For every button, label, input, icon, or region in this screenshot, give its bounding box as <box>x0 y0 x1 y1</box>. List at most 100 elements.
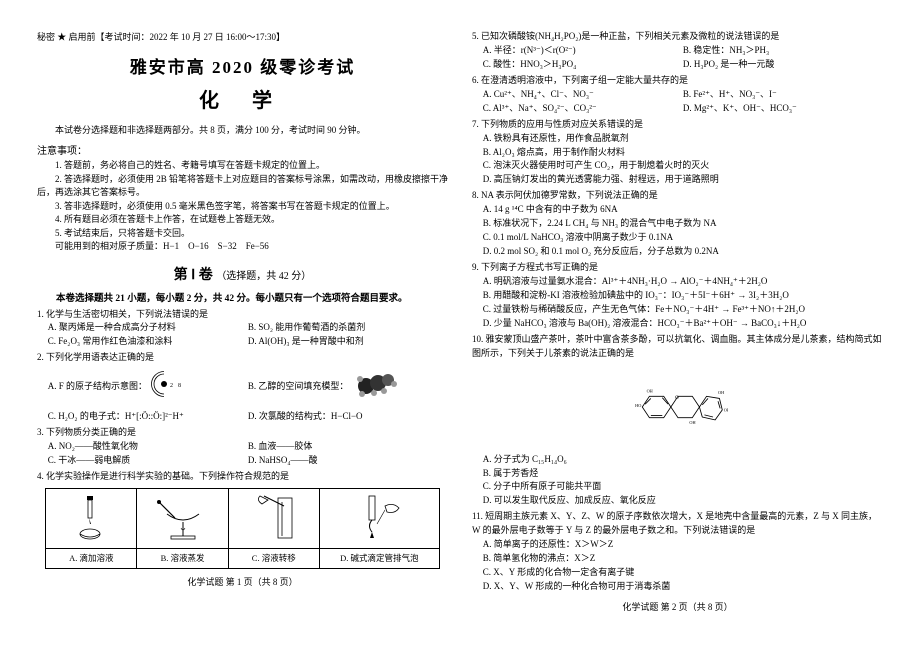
q9-opt-a: A. 明矾溶液与过量氨水混合：Al³⁺＋4NH₃·H₂O → AlO₂⁻＋4NH… <box>483 275 883 289</box>
question-10: 10. 雅安蒙顶山盛产茶叶，茶叶中富含茶多酚，可以抗氧化、调血脂。其主体成分是儿… <box>472 333 883 509</box>
q4-lab-a: A. 滴加溶液 <box>46 548 137 568</box>
question-7: 7. 下列物质的应用与性质对应关系错误的是 A. 铁粉具有还原性，用作食品脱氧剂… <box>472 118 883 188</box>
q10-opt-a: A. 分子式为 C₁₅H₁₄O₆ <box>483 453 883 467</box>
question-11: 11. 短周期主族元素 X、Y、Z、W 的原子序数依次增大，X 是地壳中含量最高… <box>472 510 883 594</box>
q2-stem: 2. 下列化学用语表达正确的是 <box>37 351 448 365</box>
q5-opt-c: C. 酸性：HNO₃＞H₃PO₄ <box>483 58 683 72</box>
dropper-icon <box>61 492 121 542</box>
question-9: 9. 下列离子方程式书写正确的是 A. 明矾溶液与过量氨水混合：Al³⁺＋4NH… <box>472 261 883 331</box>
q9-opt-c: C. 过量铁粉与稀硝酸反应，产生无色气体：Fe＋NO₃⁻＋4H⁺ → Fe³⁺＋… <box>483 303 883 317</box>
q11-stem: 11. 短周期主族元素 X、Y、Z、W 的原子序数依次增大，X 是地壳中含量最高… <box>472 510 883 538</box>
exam-title: 雅安市高 2020 级零诊考试 <box>37 53 448 78</box>
q3-opt-c: C. 干冰——弱电解质 <box>48 454 248 468</box>
question-5: 5. 已知次磷酸铵(NH₄H₂PO₂)是一种正盐，下列相关元素及微粒的说法错误的… <box>472 30 883 72</box>
q11-opt-d: D. X、Y、W 形成的一种化合物可用于消毒杀菌 <box>483 580 883 594</box>
q3-opt-a: A. NO₂——酸性氧化物 <box>48 440 248 454</box>
q8-stem: 8. NA 表示阿伏加德罗常数，下列说法正确的是 <box>472 189 883 203</box>
question-1: 1. 化学与生活密切相关，下列说法错误的是 A. 聚丙烯是一种合成高分子材料 B… <box>37 308 448 350</box>
question-3: 3. 下列物质分类正确的是 A. NO₂——酸性氧化物 B. 血液——胶体 C.… <box>37 426 448 468</box>
q8-opt-b: B. 标准状况下，2.24 L CH₄ 与 NH₃ 的混合气中电子数为 NA <box>483 217 883 231</box>
q6-opt-a: A. Cu²⁺、NH₄⁺、Cl⁻、NO₃⁻ <box>483 88 683 102</box>
q10-stem: 10. 雅安蒙顶山盛产茶叶，茶叶中富含茶多酚，可以抗氧化、调血脂。其主体成分是儿… <box>472 333 883 361</box>
q5-opt-a: A. 半径：r(N³⁻)＜r(O²⁻) <box>483 44 683 58</box>
q4-lab-d: D. 碱式滴定管排气泡 <box>319 548 439 568</box>
q2-opt-c: C. H₂O₂ 的电子式：H⁺[:Ö::Ö:]²⁻H⁺ <box>48 410 248 424</box>
q5-opt-d: D. H₃PO₂ 是一种一元酸 <box>683 58 883 72</box>
page-2: 5. 已知次磷酸铵(NH₄H₂PO₂)是一种正盐，下列相关元素及微粒的说法错误的… <box>460 30 895 613</box>
q1-opt-b: B. SO₂ 能用作葡萄酒的杀菌剂 <box>248 321 448 335</box>
q7-opt-b: B. Al₂O₃ 熔点高，用于制作耐火材料 <box>483 146 883 160</box>
q4-lab-c: C. 溶液转移 <box>228 548 319 568</box>
svg-text:2: 2 <box>170 383 173 389</box>
q1-opt-d: D. Al(OH)₃ 是一种胃酸中和剂 <box>248 335 448 349</box>
svg-text:O: O <box>675 396 679 401</box>
question-8: 8. NA 表示阿伏加德罗常数，下列说法正确的是 A. 14 g ¹⁴C 中含有… <box>472 189 883 259</box>
q4-fig-a <box>46 488 137 548</box>
evaporate-icon <box>153 492 213 542</box>
q4-fig-d <box>319 488 439 548</box>
q1-opt-c: C. Fe₂O₃ 常用作红色油漆和涂料 <box>48 335 248 349</box>
q10-opt-b: B. 属于芳香烃 <box>483 467 883 481</box>
footer-p2: 化学试题 第 2 页（共 8 页） <box>472 600 883 613</box>
svg-text:8: 8 <box>178 383 181 389</box>
svg-text:OH: OH <box>689 420 695 425</box>
q3-stem: 3. 下列物质分类正确的是 <box>37 426 448 440</box>
question-6: 6. 在澄清透明溶液中，下列离子组一定能大量共存的是 A. Cu²⁺、NH₄⁺、… <box>472 74 883 116</box>
footer-p1: 化学试题 第 1 页（共 8 页） <box>37 575 448 588</box>
part1-sub: （选择题，共 42 分） <box>216 271 311 282</box>
q10-opt-d: D. 可以发生取代反应、加成反应、氧化反应 <box>483 494 883 508</box>
q7-opt-c: C. 泡沫灭火器使用时可产生 CO₂，用于制熄着火时的灭火 <box>483 159 883 173</box>
q8-opt-a: A. 14 g ¹⁴C 中含有的中子数为 6NA <box>483 203 883 217</box>
q7-opt-a: A. 铁粉具有还原性，用作食品脱氧剂 <box>483 132 883 146</box>
q4-fig-b <box>137 488 228 548</box>
q4-table: A. 滴加溶液 B. 溶液蒸发 C. 溶液转移 D. 碱式滴定管排气泡 <box>45 488 440 569</box>
intro-text: 本试卷分选择题和非选择题两部分。共 8 页，满分 100 分，考试时间 90 分… <box>37 123 448 136</box>
q2-opt-d: D. 次氯酸的结构式：H−Cl−O <box>248 410 448 424</box>
svg-text:HO: HO <box>635 403 641 408</box>
q10-opt-c: C. 分子中所有原子可能共平面 <box>483 480 883 494</box>
q3-opt-d: D. NaHSO₄——酸 <box>248 454 448 468</box>
q6-stem: 6. 在澄清透明溶液中，下列离子组一定能大量共存的是 <box>472 74 883 88</box>
part1-instr: 本卷选择题共 21 小题，每小题 2 分，共 42 分。每小题只有一个选项符合题… <box>37 290 448 304</box>
notice-5: 5. 考试结束后，只将答题卡交回。 <box>37 227 448 241</box>
q2-opt-a: A. F 的原子结构示意图： <box>48 380 147 394</box>
secret-line: 秘密 ★ 启用前【考试时间：2022 年 10 月 27 日 16:00～17:… <box>37 30 448 43</box>
svg-text:OH: OH <box>718 390 724 395</box>
q11-opt-b: B. 简单氢化物的沸点：X＞Z <box>483 552 883 566</box>
q5-opt-b: B. 稳定性：NH₃＞PH₃ <box>683 44 883 58</box>
q4-lab-b: B. 溶液蒸发 <box>137 548 228 568</box>
q9-opt-d: D. 少量 NaHCO₃ 溶液与 Ba(OH)₂ 溶液混合：HCO₃⁻＋Ba²⁺… <box>483 317 883 331</box>
part1-label: 第 Ⅰ 卷 <box>174 268 213 283</box>
question-2: 2. 下列化学用语表达正确的是 A. F 的原子结构示意图： 28 B. 乙醇的… <box>37 351 448 424</box>
svg-text:OH: OH <box>723 407 727 412</box>
atomic-mass: 可能用到的相对原子质量：H−1 O−16 S−32 Fe−56 <box>37 240 448 254</box>
q5-stem: 5. 已知次磷酸铵(NH₄H₂PO₂)是一种正盐，下列相关元素及微粒的说法错误的… <box>472 30 883 44</box>
q3-opt-b: B. 血液——胶体 <box>248 440 448 454</box>
q1-opt-a: A. 聚丙烯是一种合成高分子材料 <box>48 321 248 335</box>
q11-opt-c: C. X、Y 形成的化合物一定含有离子键 <box>483 566 883 580</box>
notice-3: 3. 答非选择题时，必须使用 0.5 毫米黑色签字笔，将答案书写在答题卡规定的位… <box>37 200 448 214</box>
q9-opt-b: B. 用醋酸和淀粉-KI 溶液检验加碘盐中的 IO₃⁻：IO₃⁻＋5I⁻＋6H⁺… <box>483 289 883 303</box>
q8-opt-c: C. 0.1 mol/L NaHCO₃ 溶液中阴离子数少于 0.1NA <box>483 231 883 245</box>
transfer-icon <box>244 492 304 542</box>
part1-title: 第 Ⅰ 卷 （选择题，共 42 分） <box>37 264 448 284</box>
q8-opt-d: D. 0.2 mol SO₂ 和 0.1 mol O₂ 充分反应后，分子总数为 … <box>483 245 883 259</box>
q6-opt-b: B. Fe²⁺、H⁺、NO₃⁻、I⁻ <box>683 88 883 102</box>
notice-1: 1. 答题前，务必将自己的姓名、考籍号填写在答题卡规定的位置上。 <box>37 159 448 173</box>
q6-opt-c: C. Al³⁺、Na⁺、SO₄²⁻、CO₃²⁻ <box>483 102 683 116</box>
svg-text:OH: OH <box>646 388 652 393</box>
q6-opt-d: D. Mg²⁺、K⁺、OH⁻、HCO₃⁻ <box>683 102 883 116</box>
question-4: 4. 化学实验操作是进行科学实验的基础。下列操作符合规范的是 <box>37 470 448 569</box>
atom-structure-icon: 28 <box>151 371 185 402</box>
q7-opt-d: D. 高压钠灯发出的黄光透雾能力强、射程远，用于道路照明 <box>483 173 883 187</box>
page-1: 秘密 ★ 启用前【考试时间：2022 年 10 月 27 日 16:00～17:… <box>25 30 460 613</box>
subject-title: 化 学 <box>37 84 448 113</box>
notice-heading: 注意事项： <box>37 142 448 157</box>
exam-page: 秘密 ★ 启用前【考试时间：2022 年 10 月 27 日 16:00～17:… <box>0 0 920 623</box>
notice-4: 4. 所有题目必须在答题卡上作答，在试题卷上答题无效。 <box>37 213 448 227</box>
q7-stem: 7. 下列物质的应用与性质对应关系错误的是 <box>472 118 883 132</box>
q11-opt-a: A. 简单离子的还原性：X＞W＞Z <box>483 538 883 552</box>
q9-stem: 9. 下列离子方程式书写正确的是 <box>472 261 883 275</box>
q2-opt-b: B. 乙醇的空间填充模型： <box>248 380 349 394</box>
q4-fig-c <box>228 488 319 548</box>
